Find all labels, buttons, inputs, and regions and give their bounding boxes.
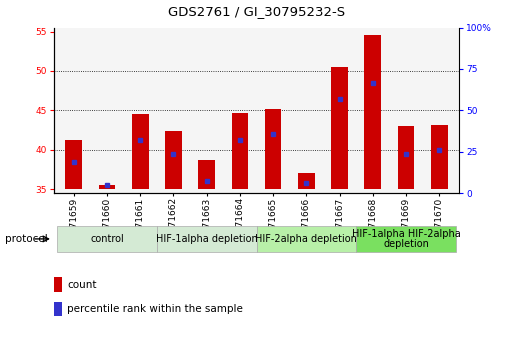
- Bar: [364, 36, 381, 189]
- Bar: [199, 160, 215, 189]
- Bar: [298, 174, 314, 189]
- Bar: [157, 226, 256, 252]
- Bar: [356, 226, 456, 252]
- Text: count: count: [67, 280, 97, 289]
- Bar: [66, 140, 82, 189]
- Bar: [54, 302, 62, 316]
- Bar: [398, 126, 415, 189]
- Text: HIF-2alpha depletion: HIF-2alpha depletion: [255, 234, 357, 244]
- Bar: [57, 226, 157, 252]
- Bar: [165, 131, 182, 189]
- Bar: [132, 114, 149, 189]
- Bar: [98, 185, 115, 189]
- Text: GDS2761 / GI_30795232-S: GDS2761 / GI_30795232-S: [168, 5, 345, 18]
- Text: protocol: protocol: [5, 234, 48, 244]
- Bar: [331, 67, 348, 189]
- Text: HIF-1alpha depletion: HIF-1alpha depletion: [156, 234, 258, 244]
- Bar: [231, 113, 248, 189]
- Text: control: control: [90, 234, 124, 244]
- Text: HIF-1alpha HIF-2alpha
depletion: HIF-1alpha HIF-2alpha depletion: [351, 228, 460, 249]
- Bar: [256, 226, 356, 252]
- Bar: [431, 125, 447, 189]
- Bar: [54, 277, 62, 292]
- Text: percentile rank within the sample: percentile rank within the sample: [67, 304, 243, 314]
- Bar: [265, 109, 282, 189]
